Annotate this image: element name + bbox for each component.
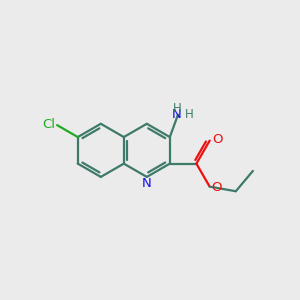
Text: O: O [211,181,221,194]
Text: H: H [184,108,193,121]
Text: H: H [173,102,182,115]
Text: N: N [172,108,182,121]
Text: O: O [212,133,223,146]
Text: N: N [142,177,152,190]
Text: Cl: Cl [42,118,55,131]
